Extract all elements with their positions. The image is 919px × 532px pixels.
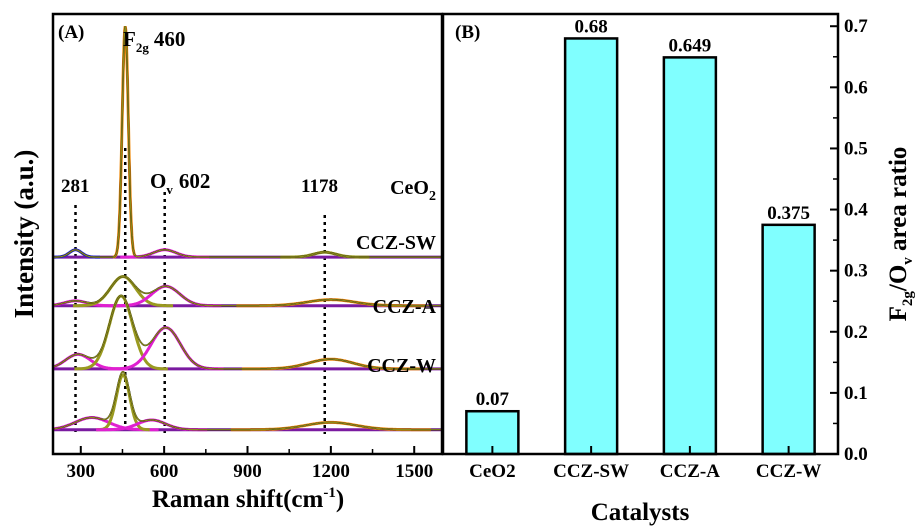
peak-label-1178: 1178 bbox=[301, 176, 338, 197]
bar-value-label: 0.649 bbox=[669, 35, 712, 56]
bar bbox=[662, 56, 718, 456]
bar-value-label: 0.375 bbox=[767, 203, 810, 224]
sample-labels: CeO2 CCZ-SW CCZ-A CCZ-W bbox=[356, 177, 437, 377]
x-axis-title-a: Raman shift(cm-1) bbox=[152, 485, 344, 513]
sample-trace bbox=[52, 370, 442, 432]
peak-label-281: 281 bbox=[61, 176, 90, 197]
y-tick-label: 0.6 bbox=[844, 77, 868, 98]
bar-value-label: 0.68 bbox=[575, 16, 608, 37]
bar-value-labels: 0.07 0.68 0.649 0.375 bbox=[476, 16, 810, 410]
y-tick-label: 0.2 bbox=[844, 322, 868, 343]
bars bbox=[465, 37, 816, 456]
peak-label-f2g: F2g 460 bbox=[123, 27, 185, 55]
panel-b-frame bbox=[441, 12, 840, 456]
total-spectrum bbox=[53, 25, 442, 258]
panel-a: (A) F2g 460 Ov 602 281 1178 CeO2 CCZ-SW CCZ-… bbox=[9, 12, 444, 513]
y-axis-title-a: Intensity (a.u.) bbox=[9, 150, 39, 319]
y-tick-label: 0.1 bbox=[844, 383, 868, 404]
x-tick-label: 1200 bbox=[312, 461, 350, 482]
component-peak bbox=[112, 25, 138, 259]
category-label: CCZ-W bbox=[756, 461, 821, 482]
component-peak bbox=[73, 274, 173, 308]
bar bbox=[761, 223, 816, 456]
fit-envelope bbox=[52, 371, 442, 431]
x-tick-label: 300 bbox=[67, 461, 96, 482]
x-axis-title-b: Catalysts bbox=[591, 499, 690, 526]
fit-envelope bbox=[52, 275, 442, 307]
y-tick-label: 0.5 bbox=[844, 138, 868, 159]
sample-label: CeO2 bbox=[390, 177, 436, 204]
fit-envelope bbox=[53, 26, 442, 258]
sample-trace bbox=[52, 274, 442, 308]
fit-envelope bbox=[52, 295, 442, 370]
spectra-traces bbox=[52, 25, 442, 432]
bar bbox=[563, 37, 619, 456]
y-axis-title-b: F2g/Ov area ratio bbox=[885, 147, 916, 322]
category-label: CCZ-A bbox=[660, 461, 720, 482]
y-tick-label: 0.4 bbox=[844, 200, 868, 221]
x-axis-ticks-b: CeO2 CCZ-SW CCZ-A CCZ-W bbox=[469, 446, 821, 482]
sample-label: CCZ-W bbox=[367, 355, 436, 377]
category-label: CCZ-SW bbox=[553, 461, 629, 482]
category-label: CeO2 bbox=[469, 461, 515, 482]
y-tick-label: 0.3 bbox=[844, 261, 868, 282]
bar-value-label: 0.07 bbox=[476, 389, 510, 410]
sample-label: CCZ-SW bbox=[356, 232, 436, 254]
x-tick-label: 600 bbox=[150, 461, 179, 482]
panel-b-label: (B) bbox=[455, 22, 480, 43]
panel-a-label: (A) bbox=[58, 22, 84, 43]
peak-labels: F2g 460 Ov 602 281 1178 bbox=[61, 27, 338, 197]
y-tick-label: 0.7 bbox=[844, 16, 868, 37]
x-tick-label: 900 bbox=[233, 461, 262, 482]
sample-trace bbox=[53, 25, 442, 259]
x-axis-ticks: 300 600 900 1200 1500 bbox=[67, 446, 433, 482]
y-axis-ticks-b: 0.0 0.1 0.2 0.3 0.4 0.5 0.6 0.7 bbox=[830, 16, 868, 465]
x-tick-label: 1500 bbox=[395, 461, 433, 482]
y-tick-label: 0.0 bbox=[844, 444, 868, 465]
peak-label-ov: Ov 602 bbox=[150, 169, 210, 197]
component-peak bbox=[96, 373, 150, 432]
sample-label: CCZ-A bbox=[373, 296, 437, 318]
sample-trace bbox=[52, 294, 442, 371]
